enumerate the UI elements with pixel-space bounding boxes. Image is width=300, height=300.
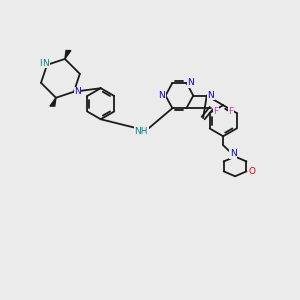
- Text: F: F: [228, 107, 233, 116]
- Polygon shape: [65, 51, 71, 59]
- Text: N: N: [158, 91, 165, 100]
- Text: O: O: [248, 167, 255, 176]
- Text: H: H: [40, 58, 46, 68]
- Text: F: F: [213, 107, 218, 116]
- Polygon shape: [50, 98, 56, 106]
- Text: N: N: [230, 149, 236, 158]
- Text: N: N: [207, 91, 214, 100]
- Text: NH: NH: [135, 127, 148, 136]
- Text: N: N: [74, 87, 81, 96]
- Text: N: N: [42, 58, 49, 68]
- Text: N: N: [187, 78, 194, 87]
